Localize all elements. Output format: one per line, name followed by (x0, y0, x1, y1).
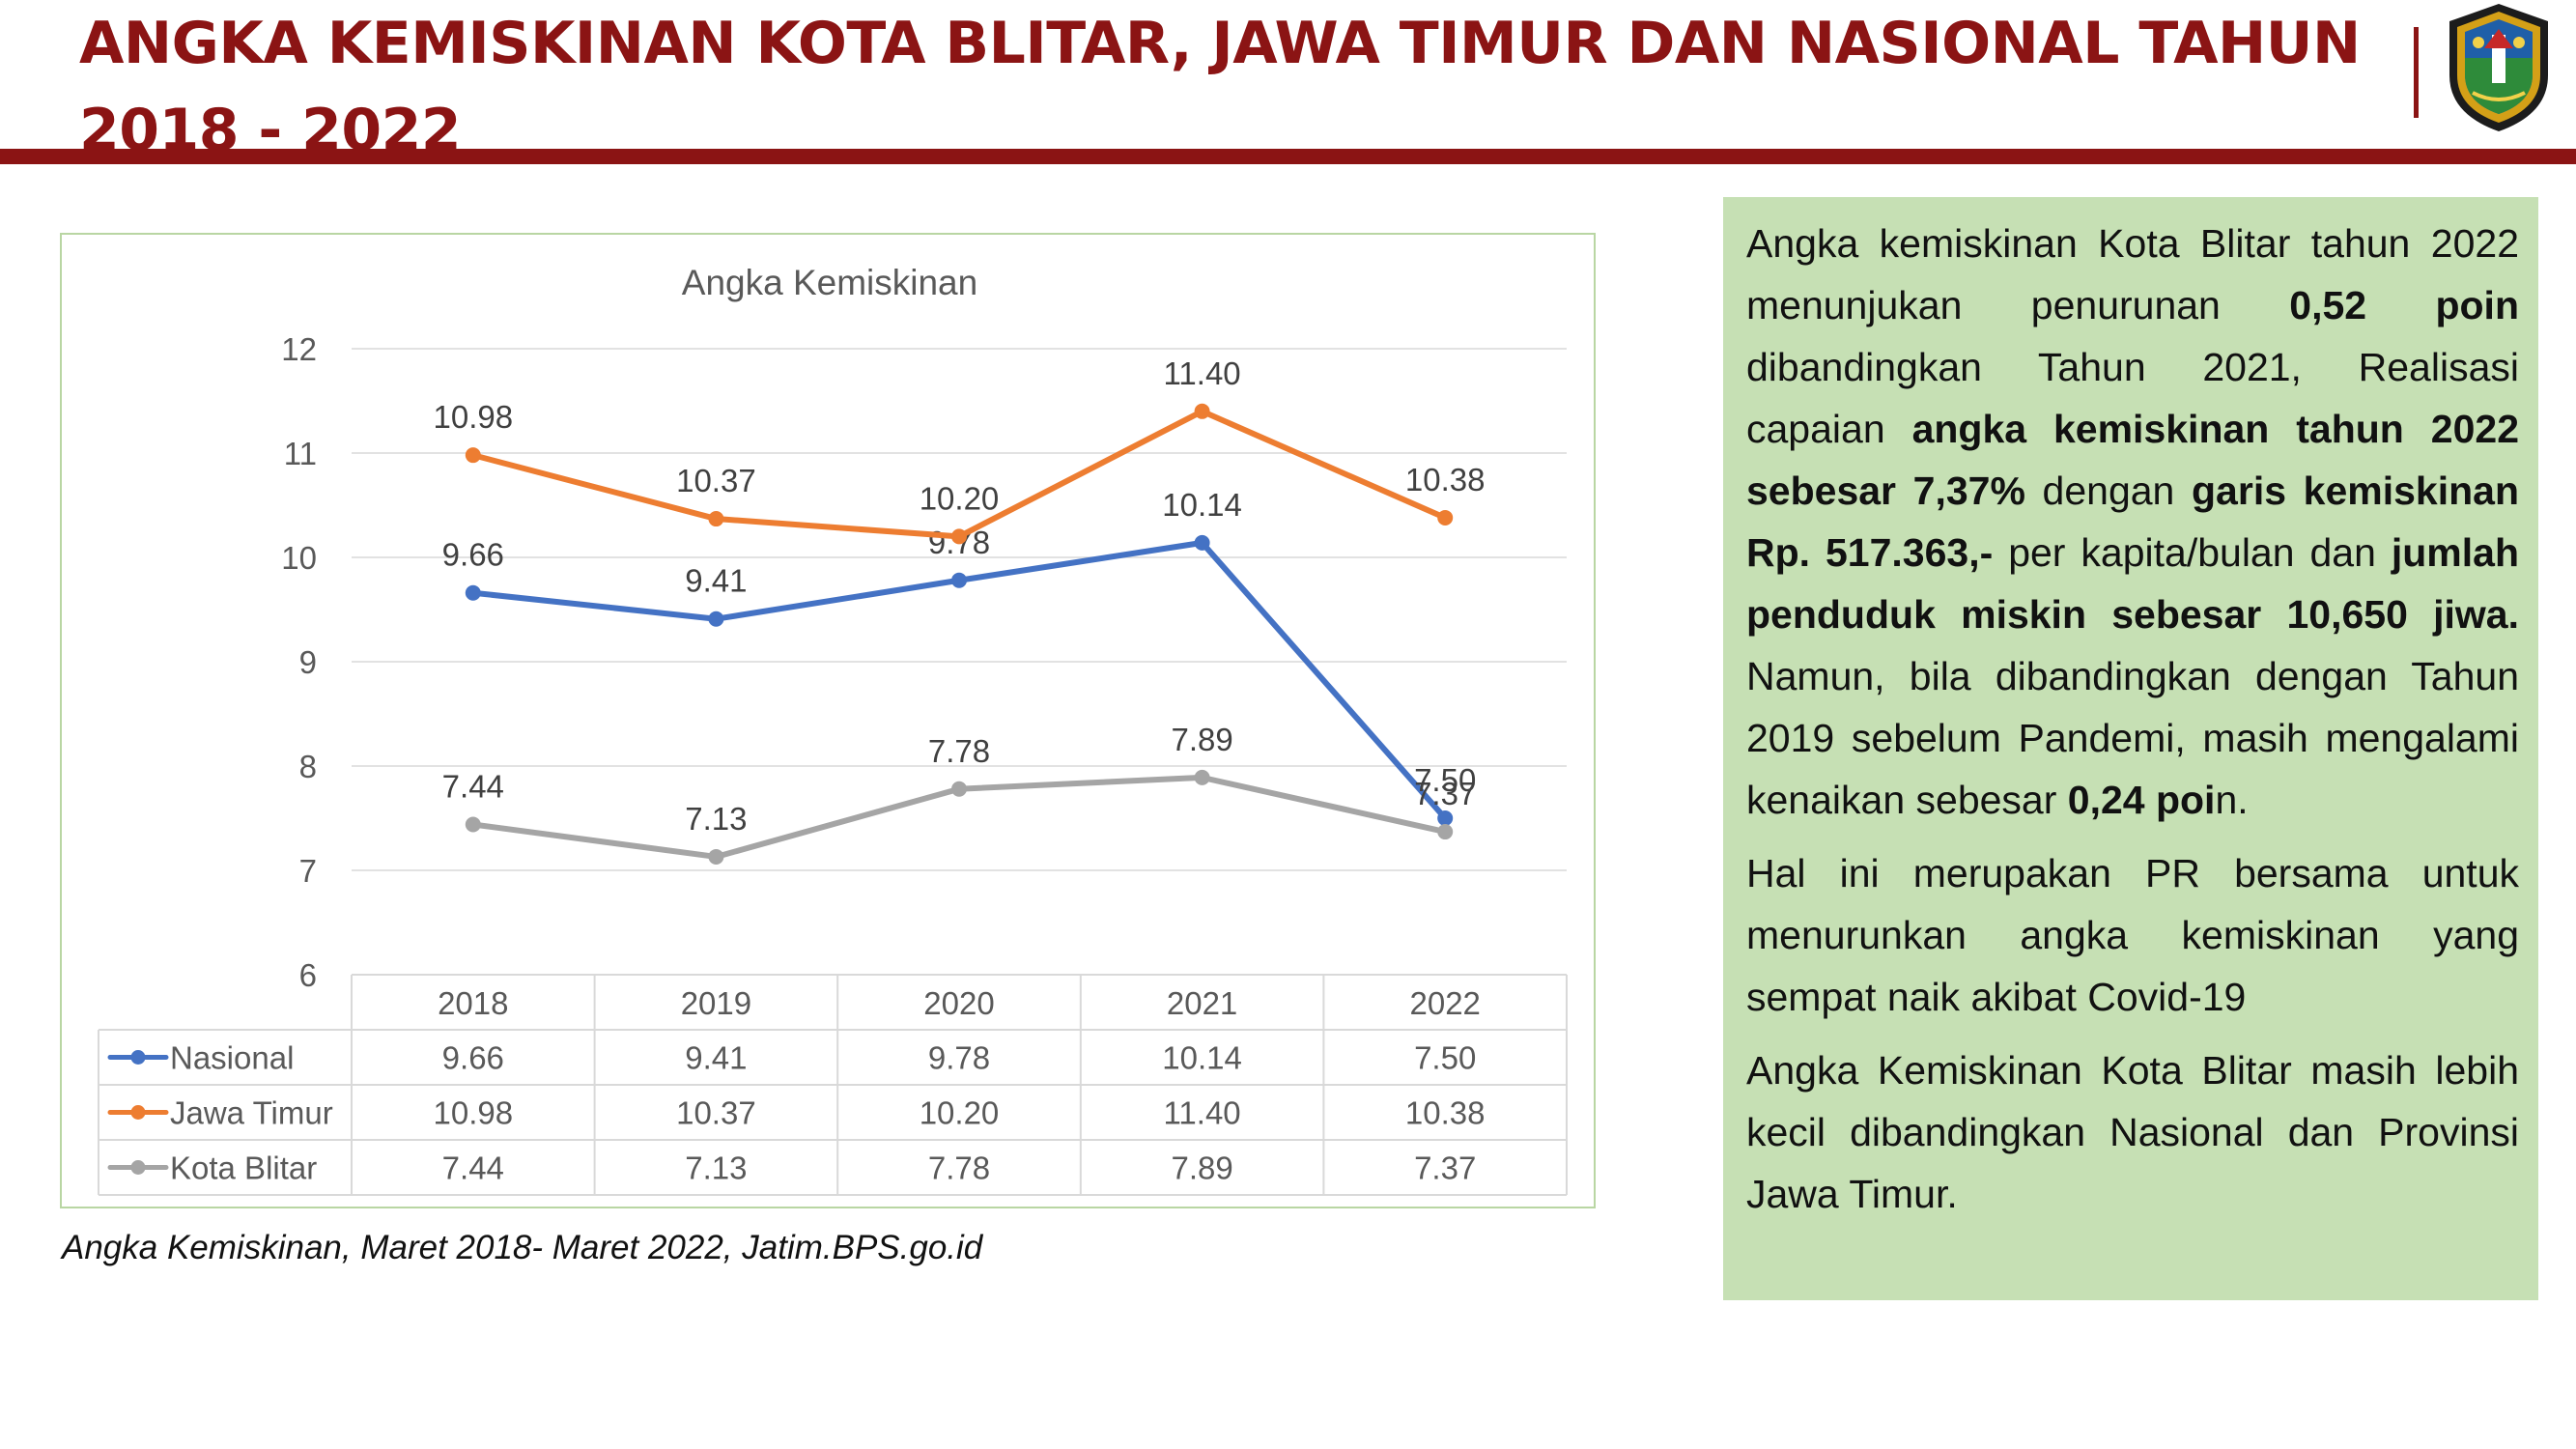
y-tick-label: 11 (284, 436, 317, 471)
summary-emphasis: 0,24 poi (2067, 778, 2216, 822)
data-label: 10.14 (1162, 487, 1242, 523)
table-cell: 9.41 (685, 1040, 747, 1076)
data-point (1437, 509, 1454, 526)
city-emblem-icon (2449, 4, 2548, 131)
legend-marker (130, 1105, 146, 1120)
logo-divider (2414, 27, 2419, 118)
legend-marker (130, 1160, 146, 1175)
legend-label: Kota Blitar (170, 1151, 317, 1186)
table-cell: 7.37 (1414, 1151, 1476, 1186)
y-tick-label: 12 (281, 331, 317, 367)
data-point (1437, 824, 1454, 840)
data-label: 7.89 (1171, 722, 1232, 757)
data-label: 7.50 (1414, 762, 1476, 798)
table-cell: 10.38 (1405, 1095, 1486, 1131)
series-line-jawa-timur (469, 408, 1449, 540)
table-cell: 9.66 (442, 1040, 504, 1076)
data-point (951, 572, 967, 588)
data-point (1194, 403, 1210, 419)
data-point (951, 528, 967, 545)
data-label: 9.66 (442, 537, 504, 573)
summary-text: per kapita/bulan dan (1993, 530, 2392, 575)
data-point (465, 584, 481, 601)
summary-text: n. (2215, 778, 2249, 822)
summary-paragraph-3: Angka Kemiskinan Kota Blitar masih lebih… (1746, 1048, 2519, 1216)
x-tick-label: 2020 (923, 985, 994, 1021)
data-label: 10.37 (676, 463, 756, 498)
data-point (708, 848, 724, 865)
summary-emphasis: jumlah penduduk miskin sebesar 10,650 ji… (1746, 530, 2519, 637)
page-title: ANGKA KEMISKINAN KOTA BLITAR, JAWA TIMUR… (79, 10, 2361, 164)
table-cell: 10.20 (920, 1095, 1000, 1131)
chart-title: Angka Kemiskinan (682, 263, 977, 302)
summary-panel: Angka kemiskinan Kota Blitar tahun 2022 … (1723, 197, 2538, 1300)
y-tick-label: 6 (299, 957, 317, 993)
data-point (465, 447, 481, 464)
legend-label: Jawa Timur (170, 1095, 333, 1131)
summary-text: dibandingkan Tahun 2021, Realisasi capai… (1746, 345, 2519, 451)
summary-text: Angka kemiskinan Kota Blitar tahun 2022 … (1746, 221, 2519, 327)
summary-text: dengan (2024, 469, 2193, 513)
summary-emphasis: 0,52 poin (2289, 283, 2519, 327)
table-cell: 7.78 (928, 1151, 990, 1186)
data-point (465, 816, 481, 833)
legend-label: Nasional (170, 1040, 294, 1076)
chart-source-caption: Angka Kemiskinan, Maret 2018- Maret 2022… (62, 1229, 983, 1266)
data-label: 7.37 (1414, 776, 1476, 811)
y-tick-label: 8 (299, 749, 317, 784)
summary-text: Namun, bila dibandingkan dengan Tahun 20… (1746, 654, 2519, 822)
y-tick-label: 10 (281, 540, 317, 576)
x-tick-label: 2018 (438, 985, 508, 1021)
summary-emphasis: garis kemiskinan Rp. 517.363,- (1746, 469, 2519, 575)
data-label: 9.41 (685, 563, 747, 599)
data-label: 10.98 (434, 399, 514, 435)
table-cell: 7.44 (442, 1151, 504, 1186)
table-cell: 10.37 (676, 1095, 756, 1131)
data-point (708, 611, 724, 627)
legend-marker (130, 1050, 146, 1065)
data-label: 10.20 (920, 480, 1000, 516)
table-cell: 10.98 (434, 1095, 514, 1131)
table-cell: 7.89 (1171, 1151, 1232, 1186)
summary-paragraph-2: Hal ini merupakan PR bersama untuk menur… (1746, 851, 2519, 1019)
chart-container: Angka Kemiskinan 6 7 8 9 10 11 12 2018 2019 2020 20… (60, 233, 1596, 1208)
x-tick-label: 2022 (1409, 985, 1480, 1021)
y-tick-label: 9 (299, 644, 317, 680)
table-cell: 11.40 (1164, 1095, 1241, 1131)
data-point (1194, 534, 1210, 551)
table-cell: 9.78 (928, 1040, 990, 1076)
x-tick-label: 2021 (1167, 985, 1237, 1021)
table-cell: 10.14 (1162, 1040, 1242, 1076)
y-tick-label: 7 (299, 853, 317, 889)
data-label: 7.78 (928, 733, 990, 769)
title-underline (0, 149, 2576, 164)
data-point (1194, 769, 1210, 785)
table-cell: 7.50 (1414, 1040, 1476, 1076)
data-label: 11.40 (1164, 355, 1241, 391)
x-tick-label: 2019 (681, 985, 751, 1021)
data-point (951, 781, 967, 797)
data-point (1437, 810, 1454, 826)
data-label: 10.38 (1405, 462, 1486, 497)
data-point (708, 511, 724, 527)
summary-paragraph-1: Angka kemiskinan Kota Blitar tahun 2022 … (1746, 213, 2519, 831)
table-cell: 7.13 (685, 1151, 747, 1186)
summary-emphasis: angka kemiskinan tahun 2022 sebesar 7,37… (1746, 407, 2519, 513)
data-label: 7.13 (685, 801, 747, 837)
poverty-line-chart: Angka Kemiskinan 6 7 8 9 10 11 12 2018 2019 2020 20… (98, 263, 1568, 1196)
data-label: 7.44 (442, 768, 504, 804)
